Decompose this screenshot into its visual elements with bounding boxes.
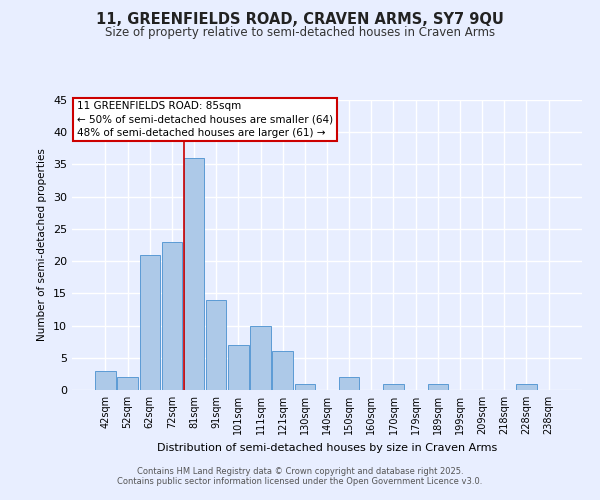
Bar <box>339 377 359 390</box>
Bar <box>184 158 204 390</box>
Text: 11, GREENFIELDS ROAD, CRAVEN ARMS, SY7 9QU: 11, GREENFIELDS ROAD, CRAVEN ARMS, SY7 9… <box>96 12 504 28</box>
Bar <box>383 384 404 390</box>
Bar <box>250 326 271 390</box>
X-axis label: Distribution of semi-detached houses by size in Craven Arms: Distribution of semi-detached houses by … <box>157 442 497 452</box>
Text: Contains public sector information licensed under the Open Government Licence v3: Contains public sector information licen… <box>118 477 482 486</box>
Bar <box>516 384 536 390</box>
Bar <box>161 242 182 390</box>
Y-axis label: Number of semi-detached properties: Number of semi-detached properties <box>37 148 47 342</box>
Text: 11 GREENFIELDS ROAD: 85sqm
← 50% of semi-detached houses are smaller (64)
48% of: 11 GREENFIELDS ROAD: 85sqm ← 50% of semi… <box>77 102 333 138</box>
Bar <box>118 377 138 390</box>
Bar <box>428 384 448 390</box>
Bar <box>140 254 160 390</box>
Bar <box>228 345 248 390</box>
Bar <box>95 370 116 390</box>
Bar <box>272 352 293 390</box>
Bar <box>295 384 315 390</box>
Bar <box>206 300 226 390</box>
Text: Size of property relative to semi-detached houses in Craven Arms: Size of property relative to semi-detach… <box>105 26 495 39</box>
Text: Contains HM Land Registry data © Crown copyright and database right 2025.: Contains HM Land Registry data © Crown c… <box>137 467 463 476</box>
